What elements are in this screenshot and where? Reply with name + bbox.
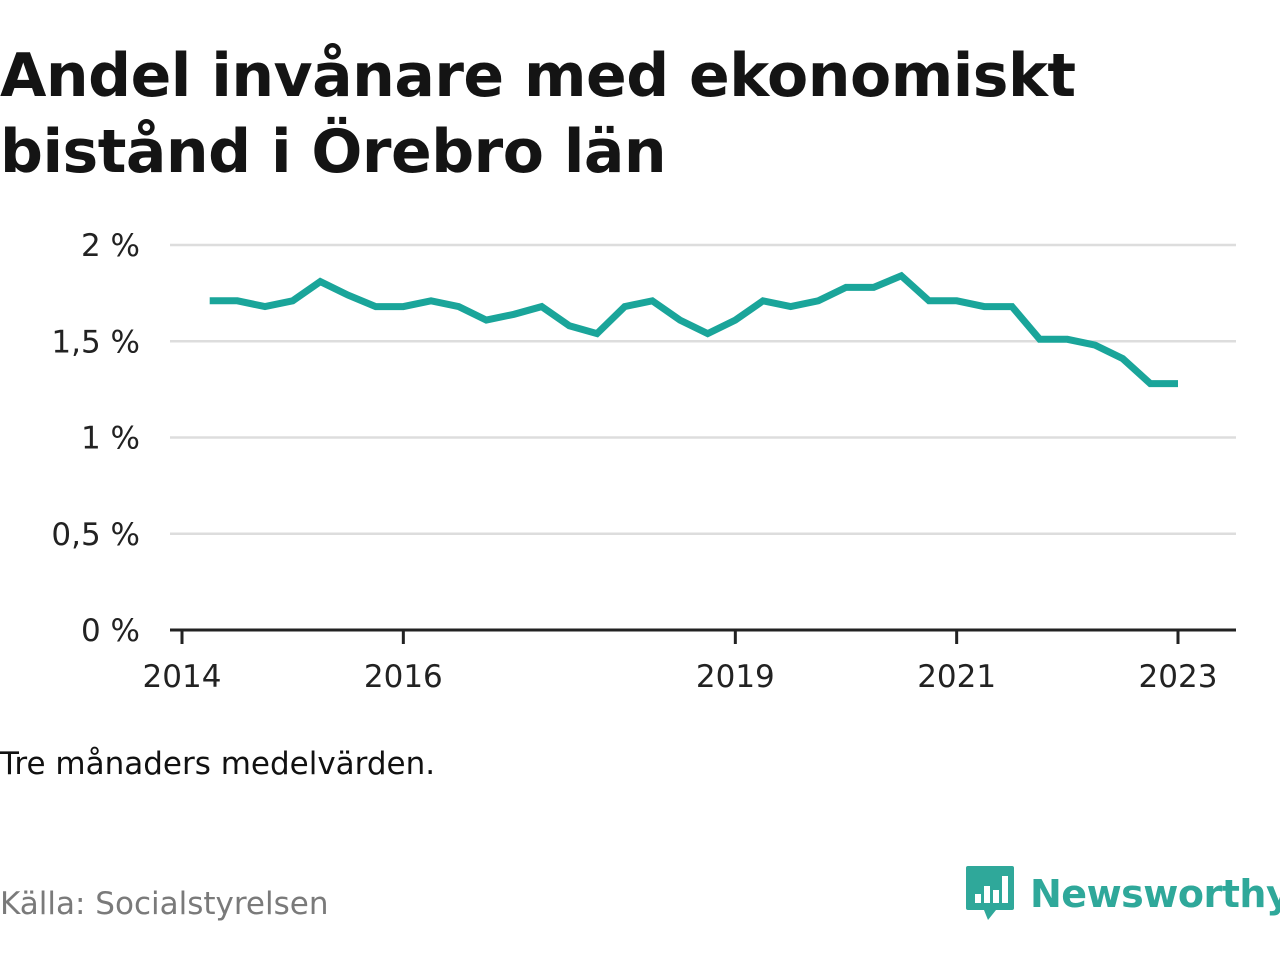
y-axis-labels: 0 % 0,5 % 1 % 1,5 % 2 % [51,228,140,649]
newsworthy-logo[interactable]: Newsworthy [964,864,1280,924]
chart-title: Andel invånare med ekonomiskt bistånd i … [0,41,1076,187]
x-axis-ticks: 2014 2016 2019 2021 2023 [143,630,1218,695]
x-tick-label: 2023 [1139,659,1218,695]
x-tick-label: 2016 [364,659,443,695]
y-tick-label: 0 % [81,613,140,649]
y-tick-label: 0,5 % [51,517,140,553]
gridlines [170,243,1236,535]
series-line [209,271,1178,388]
x-tick-label: 2021 [917,659,996,695]
y-tick-label: 2 % [81,228,140,264]
chart-note: Tre månaders medelvärden. [0,746,436,782]
logo-text: Newsworthy [1030,872,1280,916]
x-tick-label: 2014 [143,659,222,695]
newsworthy-logo-icon [966,866,1014,920]
source-text: Källa: Socialstyrelsen [0,886,329,922]
y-tick-label: 1,5 % [51,324,140,360]
y-tick-label: 1 % [81,421,140,457]
x-tick-label: 2019 [696,659,775,695]
line-chart: 0 % 0,5 % 1 % 1,5 % 2 % 2014 2016 2019 2021 2023 [51,228,1236,695]
series-layer [209,271,1178,388]
